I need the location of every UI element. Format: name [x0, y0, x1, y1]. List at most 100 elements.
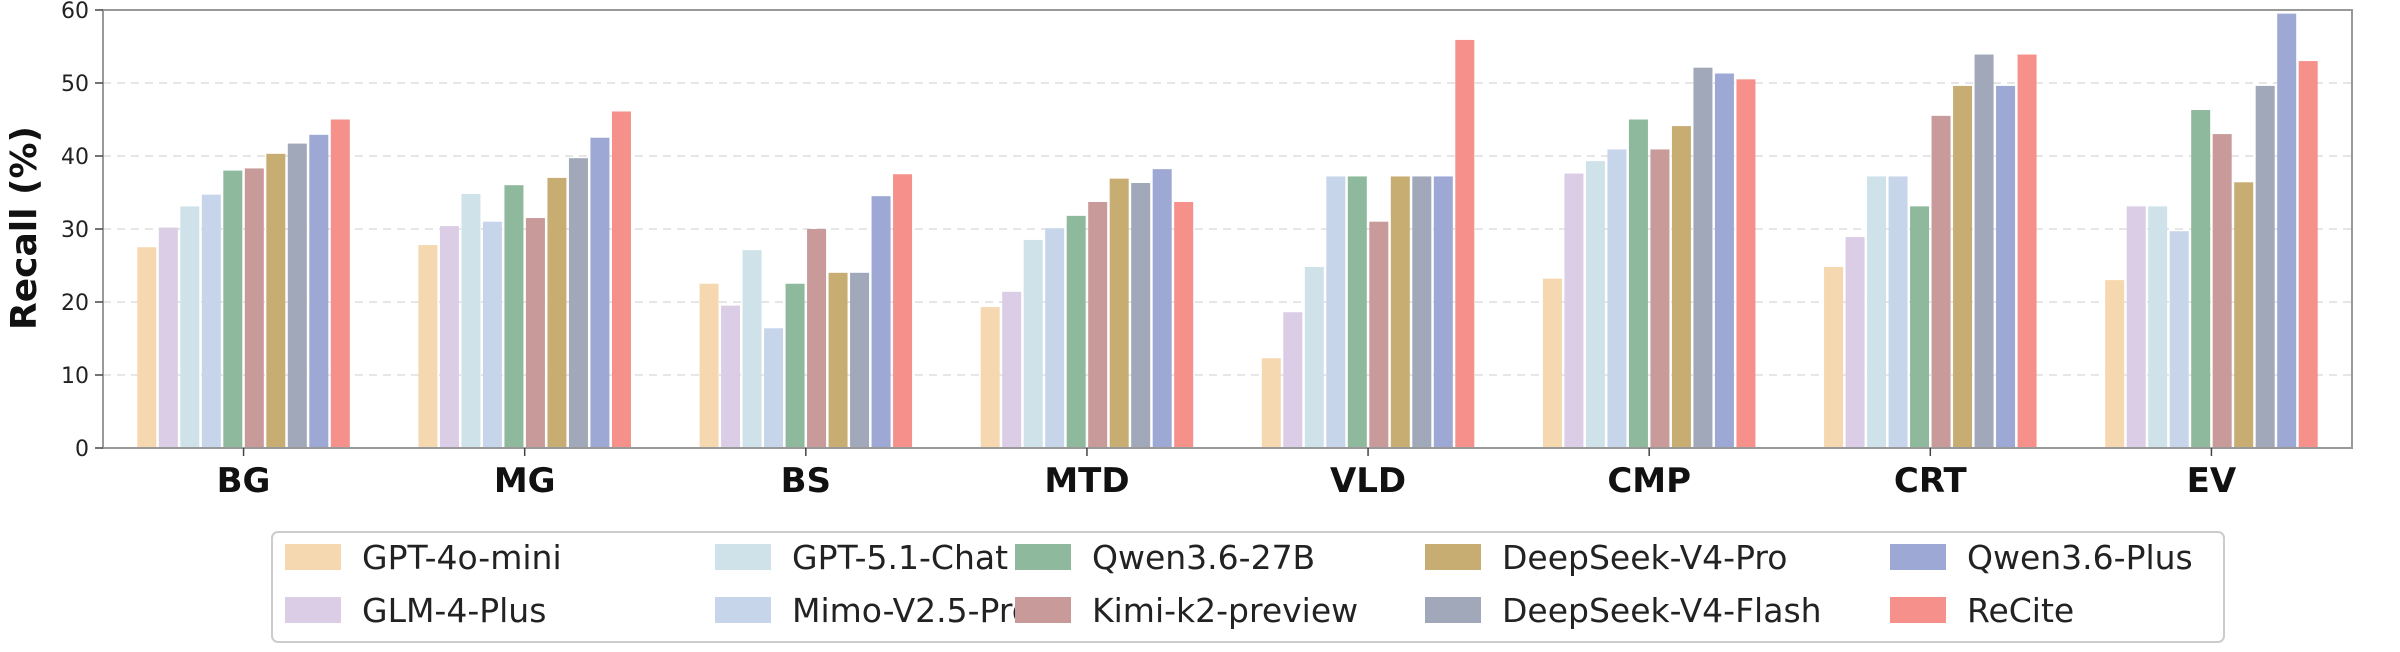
bar-mg-mimo-v2-5-pro [482, 221, 502, 448]
bar-bg-recite [330, 119, 350, 448]
bar-mg-deepseek-v4-pro [547, 177, 567, 448]
y-tick-label: 40 [61, 145, 89, 170]
bar-cmp-kimi-k2-preview [1650, 149, 1670, 448]
bar-bg-mimo-v2-5-pro [201, 194, 221, 448]
bar-vld-deepseek-v4-pro [1390, 176, 1410, 448]
bar-bg-qwen3-6-27b [223, 170, 243, 448]
legend-item: Kimi-k2-preview [1015, 591, 1358, 630]
bar-crt-deepseek-v4-pro [1953, 85, 1973, 449]
bar-vld-mimo-v2-5-pro [1326, 176, 1346, 448]
bar-bs-recite [893, 174, 913, 448]
legend-label: Qwen3.6-Plus [1967, 538, 2193, 577]
bar-cmp-qwen3-6-27b [1628, 119, 1648, 448]
bar-mg-recite [611, 111, 631, 448]
bar-vld-deepseek-v4-flash [1412, 176, 1432, 448]
legend-swatch [1890, 597, 1946, 623]
y-axis: 0 10 20 30 40 50 60 [61, 0, 103, 462]
y-tick-label: 30 [61, 218, 89, 243]
legend: GPT-4o-mini GLM-4-Plus GPT-5.1-Chat Mimo-V2… [271, 531, 2225, 643]
legend-label: GPT-4o-mini [362, 538, 562, 577]
bar-crt-glm-4-plus [1845, 237, 1865, 448]
bar-crt-gpt-4o-mini [1824, 266, 1844, 448]
bar-mg-kimi-k2-preview [525, 218, 545, 448]
bar-bg-deepseek-v4-flash [287, 143, 307, 448]
legend-item: GLM-4-Plus [285, 591, 546, 630]
bar-crt-kimi-k2-preview [1931, 115, 1951, 448]
bar-mtd-kimi-k2-preview [1088, 201, 1108, 448]
bar-mg-glm-4-plus [439, 226, 459, 448]
legend-label: ReCite [1967, 591, 2074, 630]
bar-mtd-gpt-4o-mini [980, 307, 1000, 448]
bar-mg-deepseek-v4-flash [568, 158, 588, 448]
legend-label: GLM-4-Plus [362, 591, 546, 630]
legend-label: Kimi-k2-preview [1092, 591, 1358, 630]
bar-mtd-qwen3-6-plus [1152, 169, 1172, 448]
bar-ev-gpt-5-1-chat [2148, 206, 2168, 448]
gridlines [103, 82, 2352, 376]
legend-swatch [1425, 544, 1481, 570]
x-category-label: MG [494, 461, 556, 501]
x-category-label: EV [2187, 461, 2237, 501]
bar-vld-gpt-5-1-chat [1304, 266, 1324, 448]
bar-vld-glm-4-plus [1283, 312, 1303, 448]
bars [137, 13, 2318, 449]
bar-cmp-glm-4-plus [1564, 173, 1584, 448]
x-category-label: CRT [1894, 461, 1968, 501]
bar-mtd-qwen3-6-27b [1066, 215, 1086, 448]
y-tick-label: 20 [61, 291, 89, 316]
x-axis: BG MG BS MTD VLD CMP CRT EV [217, 448, 2237, 501]
bar-vld-qwen3-6-plus [1433, 176, 1453, 448]
legend-item: GPT-5.1-Chat [715, 538, 1008, 577]
bar-ev-recite [2298, 61, 2318, 448]
legend-item: GPT-4o-mini [285, 538, 562, 577]
bar-crt-qwen3-6-plus [1996, 85, 2016, 449]
x-category-label: BS [781, 461, 831, 501]
bar-crt-gpt-5-1-chat [1867, 176, 1887, 448]
bar-mtd-glm-4-plus [1002, 291, 1022, 448]
legend-swatch [1425, 597, 1481, 623]
bar-bg-qwen3-6-plus [309, 134, 329, 448]
bar-vld-qwen3-6-27b [1347, 176, 1367, 448]
bar-bg-gpt-5-1-chat [180, 206, 200, 448]
bar-cmp-gpt-4o-mini [1542, 278, 1562, 448]
legend-swatch [285, 597, 341, 623]
bar-vld-recite [1455, 39, 1475, 449]
bar-bs-deepseek-v4-pro [828, 272, 848, 448]
bar-cmp-recite [1736, 79, 1756, 448]
legend-label: Mimo-V2.5-Pro [792, 591, 1032, 630]
bar-cmp-deepseek-v4-pro [1671, 126, 1691, 448]
bar-bs-qwen3-6-plus [871, 196, 891, 448]
bar-mtd-recite [1174, 201, 1194, 448]
bar-ev-mimo-v2-5-pro [2169, 231, 2189, 448]
legend-label: DeepSeek-V4-Flash [1502, 591, 1822, 630]
legend-label: DeepSeek-V4-Pro [1502, 538, 1787, 577]
bar-bg-deepseek-v4-pro [266, 153, 286, 448]
bar-crt-recite [2017, 54, 2037, 448]
legend-item: ReCite [1890, 591, 2074, 630]
bar-mg-qwen3-6-27b [504, 185, 524, 448]
legend-swatch [1015, 597, 1071, 623]
bar-cmp-mimo-v2-5-pro [1607, 149, 1627, 448]
bar-crt-qwen3-6-27b [1910, 206, 1930, 448]
bar-mtd-deepseek-v4-flash [1131, 183, 1151, 448]
bar-cmp-deepseek-v4-flash [1693, 67, 1713, 449]
bar-ev-glm-4-plus [2126, 206, 2146, 448]
bar-ev-deepseek-v4-flash [2255, 85, 2275, 449]
bar-bs-qwen3-6-27b [785, 283, 805, 448]
bar-ev-qwen3-6-27b [2191, 110, 2211, 448]
bar-cmp-qwen3-6-plus [1714, 73, 1734, 448]
bar-bg-gpt-4o-mini [137, 247, 157, 448]
bar-bg-glm-4-plus [158, 227, 178, 448]
legend-item: Qwen3.6-27B [1015, 538, 1315, 577]
y-axis-label: Recall (%) [4, 126, 45, 330]
y-tick-label: 10 [61, 364, 89, 389]
bar-mg-qwen3-6-plus [590, 137, 610, 448]
bar-vld-kimi-k2-preview [1369, 221, 1389, 448]
bar-mg-gpt-5-1-chat [461, 193, 481, 448]
legend-swatch [1015, 544, 1071, 570]
bar-bs-gpt-5-1-chat [742, 250, 762, 448]
bar-mg-gpt-4o-mini [418, 245, 438, 448]
bar-bs-kimi-k2-preview [807, 229, 827, 448]
legend-item: Qwen3.6-Plus [1890, 538, 2193, 577]
